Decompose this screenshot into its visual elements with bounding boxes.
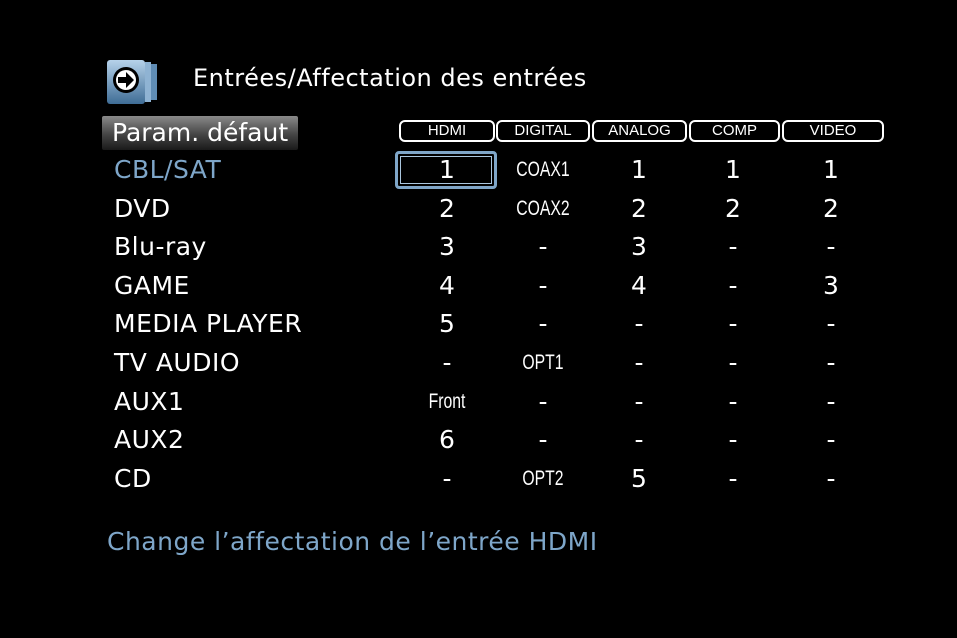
assignment-cell-video[interactable]: - [826, 463, 836, 493]
input-source-label: AUX1 [114, 386, 185, 416]
input-row[interactable]: TV AUDIO - OPT1 - - - [0, 344, 957, 382]
input-row[interactable]: GAME 4 - 4 - 3 [0, 267, 957, 305]
input-source-label: TV AUDIO [114, 348, 241, 377]
default-settings-button[interactable]: Param. défaut [102, 116, 298, 150]
assignment-cell-comp[interactable]: - [728, 348, 738, 377]
assignment-cell-hdmi[interactable]: 2 [439, 193, 455, 223]
input-row[interactable]: Blu-ray 3 - 3 - - [0, 228, 957, 266]
assignment-cell-digital[interactable]: - [538, 309, 548, 339]
assignment-cell-comp[interactable]: - [728, 425, 738, 455]
assignment-cell-digital[interactable]: - [538, 270, 548, 300]
assignment-cell-digital[interactable]: OPT2 [522, 466, 564, 490]
assignment-cell-comp[interactable]: - [728, 386, 738, 416]
input-source-label: CBL/SAT [114, 155, 222, 184]
assignment-cell-video[interactable]: - [826, 348, 836, 377]
assignment-cell-comp[interactable]: 2 [725, 193, 741, 223]
column-header-hdmi: HDMI [399, 120, 495, 142]
assignment-cell-video[interactable]: 2 [823, 193, 839, 223]
assignment-cell-analog[interactable]: - [634, 348, 644, 377]
column-header-digital: DIGITAL [496, 120, 590, 142]
assignment-cell-analog[interactable]: 3 [631, 232, 647, 262]
column-header-comp: COMP [689, 120, 780, 142]
assignment-cell-analog[interactable]: 2 [631, 193, 647, 223]
assignment-cell-analog[interactable]: 4 [631, 270, 647, 300]
assignment-cell-hdmi[interactable]: 3 [439, 232, 455, 262]
selection-cursor [395, 151, 497, 189]
input-row[interactable]: CD - OPT2 5 - - [0, 460, 957, 498]
assignment-cell-analog[interactable]: - [634, 425, 644, 455]
input-row[interactable]: DVD 2 COAX2 2 2 2 [0, 190, 957, 228]
assignment-cell-comp[interactable]: - [728, 309, 738, 339]
column-header-analog: ANALOG [592, 120, 687, 142]
arrow-right-circle-icon [107, 60, 157, 104]
assignment-cell-hdmi[interactable]: - [442, 463, 452, 493]
assignment-cell-video[interactable]: - [826, 232, 836, 262]
help-text: Change l’affectation de l’entrée HDMI [107, 527, 598, 556]
assignment-cell-video[interactable]: - [826, 309, 836, 339]
assignment-cell-comp[interactable]: - [728, 270, 738, 300]
assignment-cell-comp[interactable]: - [728, 232, 738, 262]
input-row[interactable]: CBL/SAT 1 COAX1 1 1 1 [0, 151, 957, 189]
assignment-cell-video[interactable]: 3 [823, 270, 839, 300]
input-source-label: Blu-ray [114, 232, 207, 262]
assignment-cell-digital[interactable]: - [538, 386, 548, 416]
assignment-cell-comp[interactable]: 1 [725, 155, 741, 184]
assignment-cell-hdmi[interactable]: 4 [439, 270, 455, 300]
assignment-cell-digital[interactable]: COAX2 [516, 196, 570, 220]
assignment-cell-digital[interactable]: - [538, 232, 548, 262]
assignment-cell-digital[interactable]: OPT1 [522, 351, 564, 374]
input-row[interactable]: AUX1 Front - - - - [0, 383, 957, 421]
input-source-label: CD [114, 463, 152, 493]
input-row[interactable]: MEDIA PLAYER 5 - - - - [0, 305, 957, 343]
assignment-cell-analog[interactable]: - [634, 309, 644, 339]
assignment-cell-digital[interactable]: - [538, 425, 548, 455]
input-source-label: GAME [114, 270, 190, 300]
input-row[interactable]: AUX2 6 - - - - [0, 421, 957, 459]
page-title: Entrées/Affectation des entrées [193, 64, 587, 92]
assignment-cell-analog[interactable]: 1 [631, 155, 647, 184]
assignment-cell-hdmi[interactable]: 6 [439, 425, 455, 455]
assignment-cell-video[interactable]: 1 [823, 155, 839, 184]
input-source-label: MEDIA PLAYER [114, 309, 303, 339]
column-header-video: VIDEO [782, 120, 884, 142]
assignment-cell-hdmi[interactable]: 5 [439, 309, 455, 339]
assignment-cell-analog[interactable]: 5 [631, 463, 647, 493]
assignment-cell-video[interactable]: - [826, 386, 836, 416]
assignment-cell-video[interactable]: - [826, 425, 836, 455]
input-source-label: DVD [114, 193, 171, 223]
assignment-cell-hdmi[interactable]: 1 [439, 155, 455, 184]
assignment-cell-digital[interactable]: COAX1 [516, 158, 570, 181]
assignment-cell-hdmi[interactable]: Front [428, 389, 466, 413]
assignment-cell-analog[interactable]: - [634, 386, 644, 416]
assignment-cell-comp[interactable]: - [728, 463, 738, 493]
input-source-label: AUX2 [114, 425, 185, 455]
assignment-cell-hdmi[interactable]: - [442, 348, 452, 377]
